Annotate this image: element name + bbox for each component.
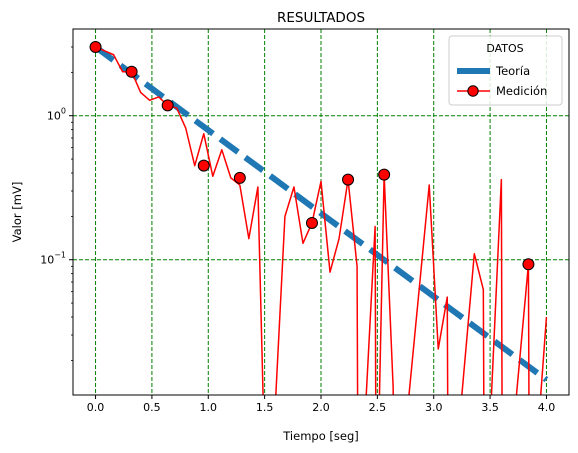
x-tick-label: 2.5 <box>369 401 387 414</box>
x-tick-label: 1.5 <box>256 401 274 414</box>
x-tick-label: 4.0 <box>538 401 556 414</box>
data-point <box>197 159 210 172</box>
x-tick-label: 2.0 <box>312 401 330 414</box>
data-point <box>161 99 174 112</box>
ticks: 0.0 0.5 1.0 1.5 2.0 2.5 3.0 3.5 4.0 100 10−1 <box>40 46 556 414</box>
x-axis-label: Tiempo [seg] <box>282 429 358 443</box>
x-tick-label: 0.0 <box>87 401 105 414</box>
chart-title: RESULTADOS <box>277 10 365 26</box>
legend-title: DATOS <box>486 42 523 55</box>
data-point <box>305 216 318 229</box>
x-tick-label: 0.5 <box>143 401 161 414</box>
x-tick-label: 3.5 <box>481 401 499 414</box>
legend-marker-medicion <box>467 85 479 97</box>
x-tick-label: 3.0 <box>425 401 443 414</box>
data-point <box>378 168 391 181</box>
data-point <box>522 258 535 271</box>
series-markers <box>89 40 535 271</box>
legend: DATOS Teoría Medición <box>448 35 563 106</box>
data-point <box>89 40 102 53</box>
y-tick-label: 10−1 <box>40 251 66 267</box>
data-point <box>233 171 246 184</box>
x-tick-label: 1.0 <box>200 401 218 414</box>
y-axis-label: Valor [mV] <box>10 182 24 243</box>
data-point <box>125 65 138 78</box>
legend-label-medicion: Medición <box>496 84 547 98</box>
data-point <box>342 173 355 186</box>
y-tick-label: 100 <box>47 107 66 123</box>
legend-label-teoria: Teoría <box>495 64 530 78</box>
